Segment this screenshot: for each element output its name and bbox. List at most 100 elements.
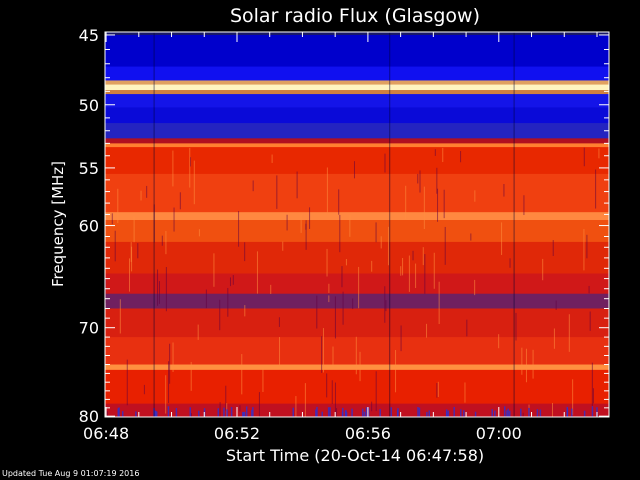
noise-stripe-23 <box>400 266 402 276</box>
noise-stripe-78 <box>338 189 340 215</box>
noise-stripe-16 <box>326 373 328 398</box>
low-freq-streak-22 <box>390 407 393 417</box>
noise-stripe-79 <box>227 287 229 317</box>
low-freq-streak-21 <box>507 408 509 417</box>
noise-stripe-46 <box>433 252 435 289</box>
frequency-band-4 <box>105 84 609 91</box>
noise-stripe-14 <box>129 258 131 292</box>
x-tick-label-3: 07:00 <box>476 424 522 443</box>
noise-stripe-0 <box>352 298 354 310</box>
y-tick-label-5: 80 <box>79 407 99 426</box>
noise-stripe-35 <box>332 346 334 367</box>
frequency-band-14 <box>105 220 609 243</box>
low-freq-streak-26 <box>571 408 573 417</box>
noise-stripe-9 <box>380 236 382 249</box>
noise-stripe-59 <box>309 207 311 229</box>
noise-stripe-111 <box>106 411 108 417</box>
noise-stripe-30 <box>353 161 355 179</box>
low-freq-streak-35 <box>167 406 170 417</box>
noise-stripe-3 <box>436 167 438 194</box>
noise-stripe-5 <box>193 160 195 205</box>
noise-stripe-126 <box>583 147 585 167</box>
noise-stripe-118 <box>232 275 234 285</box>
noise-stripe-69 <box>589 311 591 331</box>
noise-stripe-11 <box>225 385 227 411</box>
noise-stripe-125 <box>300 214 302 233</box>
noise-stripe-36 <box>466 319 468 337</box>
noise-stripe-154 <box>384 286 386 323</box>
noise-stripe-6 <box>165 267 167 312</box>
low-freq-streak-2 <box>321 411 323 417</box>
low-freq-streak-8 <box>243 411 246 417</box>
low-freq-streak-17 <box>428 410 430 417</box>
noise-stripe-29 <box>375 371 377 412</box>
y-tick-label-1: 50 <box>79 96 99 115</box>
noise-stripe-116 <box>253 416 255 417</box>
noise-stripe-110 <box>296 171 298 199</box>
noise-stripe-119 <box>119 299 121 334</box>
noise-stripe-89 <box>111 213 113 225</box>
noise-stripe-143 <box>395 350 397 393</box>
noise-stripe-64 <box>509 258 511 268</box>
frequency-band-11 <box>105 147 609 175</box>
noise-stripe-62 <box>474 279 476 296</box>
low-freq-streak-16 <box>175 407 178 417</box>
noise-stripe-150 <box>342 291 344 325</box>
low-freq-streak-51 <box>327 407 330 417</box>
noise-stripe-97 <box>415 263 417 288</box>
low-freq-streak-69 <box>365 407 368 417</box>
low-freq-streak-6 <box>506 410 508 417</box>
x-tick-label-0: 06:48 <box>83 424 129 443</box>
noise-stripe-122 <box>359 351 361 382</box>
noise-stripe-102 <box>470 233 472 241</box>
noise-stripe-34 <box>345 259 347 266</box>
low-freq-streak-19 <box>453 406 455 417</box>
frequency-band-15 <box>105 241 609 274</box>
noise-stripe-145 <box>598 148 600 159</box>
noise-stripe-25 <box>168 361 170 404</box>
noise-stripe-115 <box>434 149 436 156</box>
noise-stripe-43 <box>355 336 357 375</box>
spectrogram-heatmap <box>105 32 609 417</box>
x-tick-label-1: 06:52 <box>214 424 260 443</box>
noise-stripe-106 <box>256 251 258 294</box>
frequency-band-3 <box>105 80 609 86</box>
y-tick-label-0: 45 <box>79 26 99 45</box>
low-freq-streak-57 <box>135 411 137 417</box>
noise-stripe-17 <box>238 210 240 247</box>
noise-stripe-81 <box>105 278 107 303</box>
low-freq-streak-23 <box>528 407 530 417</box>
noise-stripe-105 <box>591 362 593 406</box>
low-freq-streak-48 <box>417 407 419 417</box>
low-freq-streak-62 <box>217 408 220 417</box>
y-axis-label: Frequency [MHz] <box>49 161 67 287</box>
noise-stripe-156 <box>305 220 307 250</box>
noise-stripe-31 <box>137 243 139 259</box>
noise-stripe-40 <box>371 260 373 272</box>
noise-stripe-49 <box>437 188 439 222</box>
x-tick-label-2: 06:56 <box>345 424 391 443</box>
noise-stripe-120 <box>583 229 585 271</box>
noise-stripe-136 <box>140 190 142 201</box>
noise-stripe-27 <box>437 381 439 397</box>
noise-stripe-151 <box>474 190 476 202</box>
noise-stripe-123 <box>592 388 594 404</box>
low-freq-streak-64 <box>363 411 366 417</box>
noise-stripe-38 <box>198 229 200 237</box>
noise-stripe-133 <box>286 214 288 231</box>
noise-stripe-131 <box>126 359 128 406</box>
noise-stripe-135 <box>276 175 278 209</box>
low-freq-streak-25 <box>154 410 157 417</box>
noise-stripe-82 <box>417 173 419 184</box>
frequency-band-9 <box>105 138 609 144</box>
low-freq-streak-65 <box>591 406 594 417</box>
low-freq-streak-27 <box>520 408 522 417</box>
noise-stripe-70 <box>385 300 387 312</box>
noise-stripe-91 <box>371 401 373 412</box>
noise-stripe-98 <box>158 281 160 304</box>
noise-stripe-109 <box>278 317 280 327</box>
noise-stripe-117 <box>219 299 221 331</box>
low-freq-streak-15 <box>252 407 254 417</box>
low-freq-streak-33 <box>121 411 124 417</box>
noise-stripe-21 <box>213 253 215 287</box>
